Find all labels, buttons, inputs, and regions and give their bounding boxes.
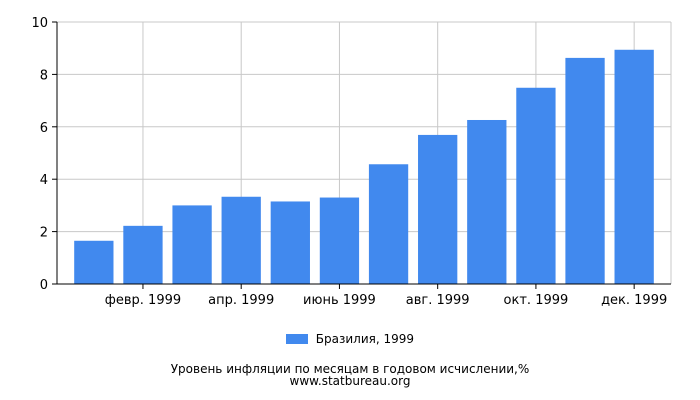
x-tick-label: дек. 1999: [601, 293, 667, 308]
x-tick-label: авг. 1999: [406, 293, 470, 308]
bar: [614, 49, 654, 284]
legend: Бразилия, 1999: [0, 332, 700, 346]
bar: [467, 119, 507, 284]
legend-label: Бразилия, 1999: [315, 332, 415, 346]
x-tick-label: окт. 1999: [504, 293, 569, 308]
x-tick-label: июнь 1999: [303, 293, 376, 308]
bar: [565, 57, 605, 285]
bar: [319, 197, 360, 284]
y-tick-label: 0: [40, 278, 48, 293]
source-url: www.statbureau.org: [289, 374, 411, 388]
bar: [516, 87, 556, 285]
y-tick-label: 10: [31, 16, 48, 31]
bar: [74, 240, 114, 284]
x-tick-labels: февр. 1999 апр. 1999 июнь 1999 авг. 1999 окт…: [105, 293, 667, 308]
legend-swatch: [285, 334, 308, 344]
bar: [221, 196, 261, 284]
bars: [74, 49, 654, 285]
bar: [123, 225, 163, 284]
x-tick-label: февр. 1999: [105, 293, 181, 308]
y-tick-labels: 0 2 4 6 8 10: [31, 16, 48, 293]
bar: [172, 205, 212, 284]
y-tick-label: 6: [40, 121, 48, 136]
bar: [368, 164, 409, 284]
y-tick-label: 8: [40, 68, 48, 83]
y-tick-label: 2: [40, 226, 48, 241]
chart-caption: Уровень инфляции по месяцам в годовом ис…: [170, 362, 530, 376]
bar: [418, 134, 458, 284]
x-tick-label: апр. 1999: [208, 293, 274, 308]
y-tick-label: 4: [40, 173, 48, 188]
axes: [52, 21, 671, 289]
bar: [270, 201, 310, 284]
